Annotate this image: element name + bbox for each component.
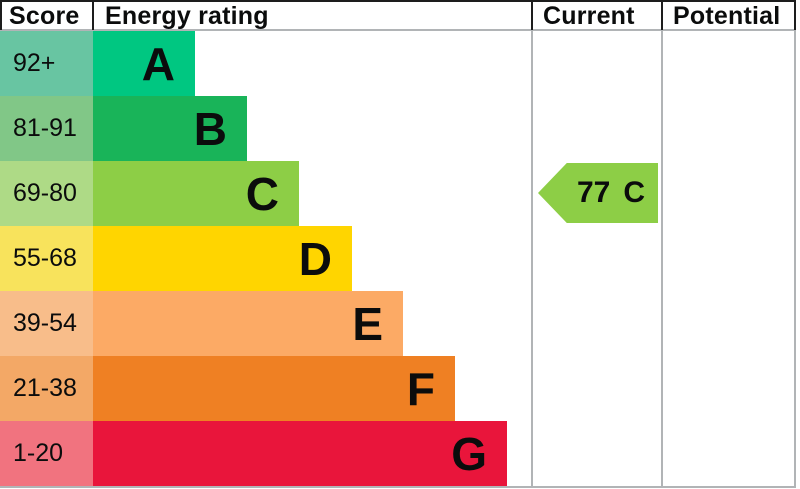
header-energy-rating: Energy rating [105, 1, 269, 30]
rating-letter: E [352, 297, 383, 350]
band-row-g: 1-20 G [0, 421, 533, 486]
rating-bar: A [93, 31, 195, 96]
rating-bar: G [93, 421, 507, 486]
band-row-d: 55-68 D [0, 226, 533, 291]
rating-letter: F [406, 362, 435, 415]
band-rows: 92+ A 81-91 B 69-80 C 55-68 D 39-54 [0, 31, 533, 486]
header-right-border [794, 0, 796, 30]
band-row-a: 92+ A [0, 31, 533, 96]
band-row-c: 69-80 C [0, 161, 533, 226]
header-divider-score [92, 0, 94, 30]
rating-bar: F [93, 356, 455, 421]
band-row-e: 39-54 E [0, 291, 533, 356]
header-row: Score Energy rating Current Potential [0, 2, 796, 30]
rating-bar: C [93, 161, 299, 226]
score-cell: 21-38 [0, 356, 93, 421]
rating-letter: G [451, 427, 487, 480]
potential-column-left-rule [661, 31, 663, 486]
band-row-b: 81-91 B [0, 96, 533, 161]
rating-bar: E [93, 291, 403, 356]
score-cell: 39-54 [0, 291, 93, 356]
bottom-rule [0, 486, 796, 488]
score-cell: 69-80 [0, 161, 93, 226]
header-underline [0, 29, 796, 31]
score-cell: 81-91 [0, 96, 93, 161]
current-column-left-rule [531, 31, 533, 486]
rating-bar: B [93, 96, 247, 161]
score-cell: 55-68 [0, 226, 93, 291]
rating-letter: C [245, 167, 279, 220]
header-score: Score [9, 1, 80, 30]
potential-column-right-rule [794, 31, 796, 486]
header-left-border [0, 0, 2, 30]
current-score-value: 77 [576, 176, 611, 209]
header-divider-current [531, 0, 533, 30]
band-row-f: 21-38 F [0, 356, 533, 421]
header-current: Current [543, 1, 635, 30]
score-cell: 92+ [0, 31, 93, 96]
top-border [0, 0, 796, 2]
header-divider-potential [661, 0, 663, 30]
rating-bar: D [93, 226, 352, 291]
rating-letter: D [298, 232, 332, 285]
current-band-letter: C [623, 176, 646, 209]
rating-letter: A [141, 37, 175, 90]
score-cell: 1-20 [0, 421, 93, 486]
current-rating-marker: 77 C [538, 163, 658, 223]
header-potential: Potential [673, 1, 781, 30]
rating-letter: B [193, 102, 227, 155]
